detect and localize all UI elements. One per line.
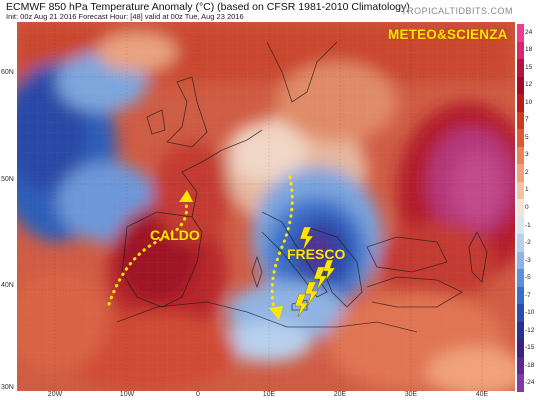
colorbar-swatch <box>517 164 524 183</box>
colorbar-swatch <box>517 94 524 113</box>
lat-label: 40N <box>1 282 14 289</box>
colorbar-swatch <box>517 234 524 253</box>
lat-label: 30N <box>1 384 14 391</box>
colorbar-swatch <box>517 321 524 340</box>
lightning-icon <box>294 293 309 318</box>
lightning-icon <box>299 226 314 251</box>
colorbar-swatch <box>517 24 524 43</box>
colorbar-swatch <box>517 181 524 200</box>
colorbar-tick-label: -24 <box>525 379 535 387</box>
colorbar-swatch <box>517 356 524 375</box>
brand-label: METEO&SCIENZA <box>388 27 508 42</box>
colorbar-swatch <box>517 199 524 218</box>
colorbar-tick-label: -15 <box>525 344 535 352</box>
colorbar-swatch <box>517 146 524 165</box>
colorbar-tick-label: -12 <box>525 326 535 334</box>
lat-label: 60N <box>1 69 14 76</box>
lightning-icon <box>322 259 336 281</box>
longitude-axis: 20W 10W 0 10E 20E 30E 40E <box>17 391 515 400</box>
latitude-axis: 60N 50N 40N 30N <box>0 22 17 391</box>
colorbar-labels: 24 18 15 12 10 7 5 3 2 1 0 -1 -2 -3 -5 -7 -10 -12 -15 -18 -2… <box>525 24 541 392</box>
lon-label: 30E <box>404 391 418 398</box>
colorbar-tick-label: 2 <box>525 168 529 176</box>
colorbar-swatch <box>517 339 524 358</box>
lon-label: 10W <box>119 391 135 398</box>
warm-region-label: CALDO <box>150 227 200 243</box>
lon-label: 40E <box>475 391 489 398</box>
colorbar-swatch <box>517 269 524 288</box>
colorbar-swatch <box>517 129 524 148</box>
colorbar-tick-label: -10 <box>525 309 535 317</box>
colorbar <box>517 24 524 393</box>
colorbar-tick-label: 12 <box>525 81 533 89</box>
colorbar-swatch <box>517 59 524 78</box>
lon-label: 20E <box>333 391 347 398</box>
coastlines <box>116 41 488 333</box>
colorbar-swatch <box>517 304 524 323</box>
cold-advection-arrow <box>269 175 294 320</box>
map-header: ECMWF 850 hPa Temperature Anomaly (°C) (… <box>0 0 541 22</box>
lon-label: 20W <box>47 391 63 398</box>
graticule <box>17 22 515 391</box>
colorbar-tick-label: 10 <box>525 98 533 106</box>
colorbar-tick-label: 15 <box>525 63 533 71</box>
site-watermark: TROPICALTIDBITS.COM <box>401 6 513 16</box>
colorbar-tick-label: 18 <box>525 46 533 54</box>
colorbar-tick-label: 3 <box>525 151 529 159</box>
colorbar-tick-label: 5 <box>525 133 529 141</box>
colorbar-tick-label: -5 <box>525 274 531 282</box>
colorbar-tick-label: -2 <box>525 239 531 247</box>
colorbar-swatch <box>517 76 524 95</box>
colorbar-swatch <box>517 286 524 305</box>
colorbar-tick-label: 7 <box>525 116 529 124</box>
colorbar-tick-label: 24 <box>525 28 533 36</box>
anomaly-field <box>17 22 515 391</box>
temperature-anomaly-map <box>17 22 515 391</box>
colorbar-swatch <box>517 111 524 130</box>
colorbar-tick-label: -7 <box>525 291 531 299</box>
colorbar-tick-label: 0 <box>525 204 529 211</box>
colorbar-swatch <box>517 216 524 235</box>
colorbar-swatch <box>517 41 524 60</box>
lightning-icons <box>294 226 336 318</box>
lat-label: 50N <box>1 176 14 183</box>
colorbar-swatch <box>517 374 524 393</box>
lon-label: 10E <box>262 391 276 398</box>
colorbar-tick-label: -3 <box>525 256 531 264</box>
colorbar-swatch <box>517 251 524 270</box>
colorbar-tick-label: -1 <box>525 221 531 229</box>
cool-region-label: FRESCO <box>287 246 346 262</box>
warm-advection-arrow <box>107 190 193 306</box>
map-title: ECMWF 850 hPa Temperature Anomaly (°C) (… <box>6 1 410 13</box>
colorbar-tick-label: -18 <box>525 361 535 369</box>
map-init-info: Init: 00z Aug 21 2016 Forecast Hour: [48… <box>6 12 244 21</box>
lon-label: 0 <box>196 391 200 398</box>
colorbar-tick-label: 1 <box>525 186 529 194</box>
